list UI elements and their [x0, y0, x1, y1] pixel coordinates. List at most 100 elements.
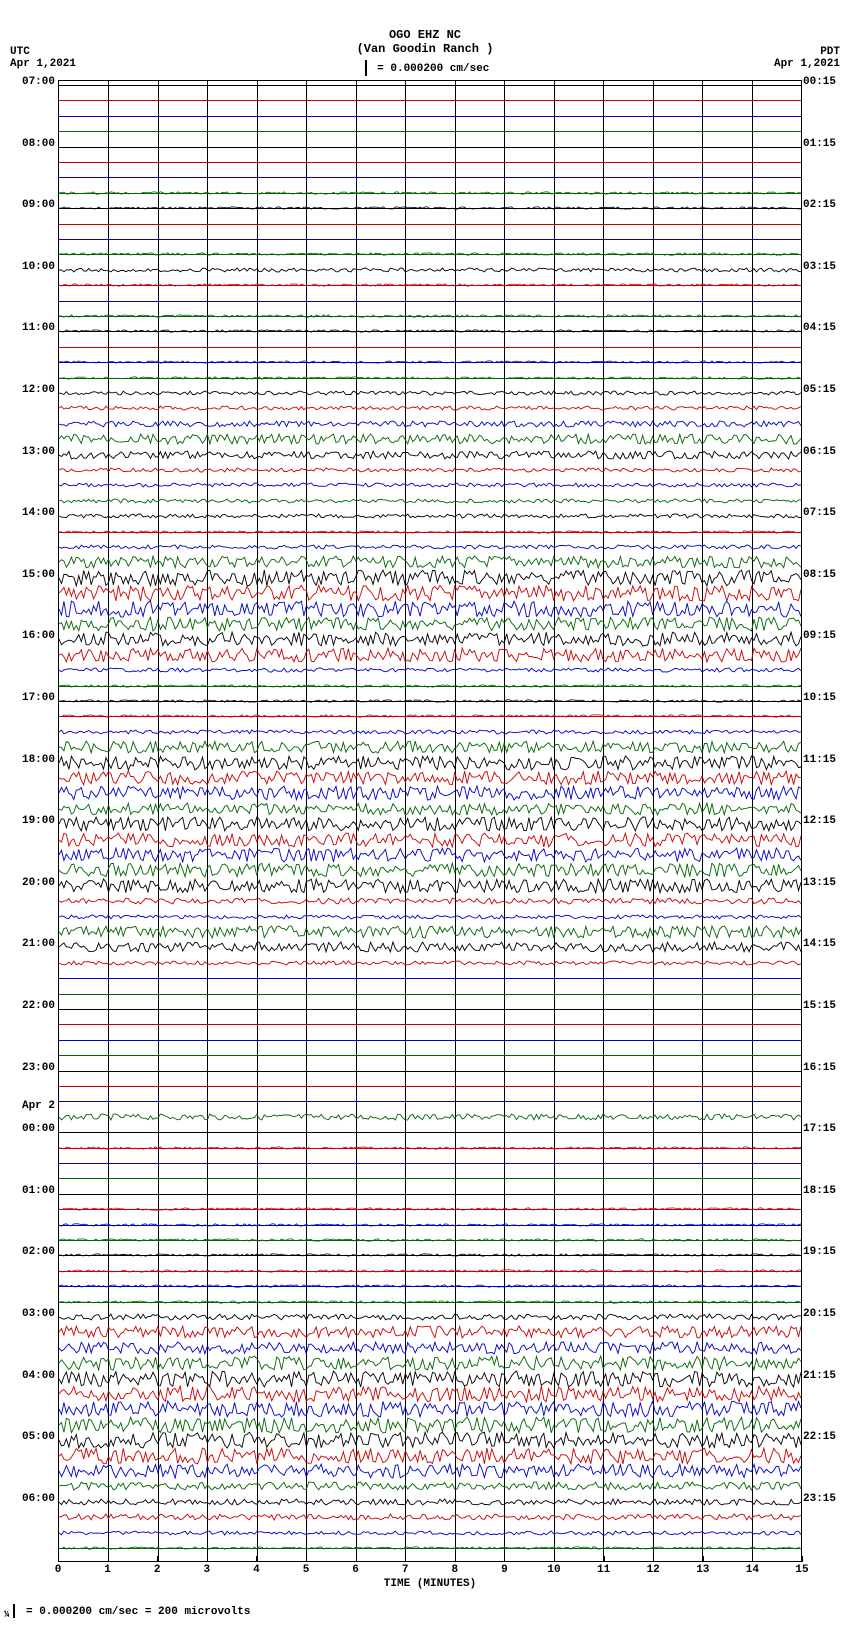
x-tick-label: 6 — [352, 1564, 359, 1576]
seismic-trace — [59, 1253, 801, 1257]
x-tick-mark — [604, 1556, 605, 1562]
seismic-trace — [59, 647, 801, 663]
seismic-trace — [59, 802, 801, 816]
footer-prefix: = 0.000200 cm/sec = — [19, 1606, 151, 1618]
x-tick-mark — [703, 1556, 704, 1562]
x-tick-label: 1 — [104, 1564, 111, 1576]
pdt-hour-label: 20:15 — [803, 1308, 836, 1320]
pdt-hour-label: 11:15 — [803, 754, 836, 766]
seismic-trace — [59, 177, 801, 178]
pdt-hour-label: 03:15 — [803, 261, 836, 273]
seismogram-plot: 07:0008:0009:0010:0011:0012:0013:0014:00… — [58, 80, 802, 1562]
chart-header: UTC Apr 1,2021 PDT Apr 1,2021 OGO EHZ NC… — [0, 0, 850, 76]
seismic-trace — [59, 1269, 801, 1273]
seismic-trace — [59, 1300, 801, 1304]
utc-hour-label: 02:00 — [22, 1246, 55, 1258]
tz-left-label: UTC — [10, 46, 76, 58]
seismic-trace — [59, 390, 801, 396]
x-tick-label: 12 — [647, 1564, 660, 1576]
pdt-hour-label: 15:15 — [803, 1000, 836, 1012]
seismic-trace — [59, 450, 801, 460]
station-name: (Van Goodin Ranch ) — [0, 42, 850, 56]
tz-right-block: PDT Apr 1,2021 — [774, 46, 840, 70]
x-tick-label: 15 — [795, 1564, 808, 1576]
utc-hour-label: 19:00 — [22, 815, 55, 827]
seismic-trace — [59, 770, 801, 786]
seismic-trace — [59, 513, 801, 519]
utc-hour-label: 22:00 — [22, 1000, 55, 1012]
seismic-trace — [59, 1086, 801, 1087]
seismic-trace — [59, 1024, 801, 1025]
pdt-hour-label: 17:15 — [803, 1123, 836, 1135]
seismic-trace — [59, 960, 801, 966]
seismic-trace — [59, 1313, 801, 1321]
seismic-trace — [59, 1055, 801, 1056]
seismic-trace — [59, 1040, 801, 1041]
pdt-hour-label: 09:15 — [803, 630, 836, 642]
utc-hour-label: 14:00 — [22, 507, 55, 519]
x-tick-mark — [356, 1556, 357, 1562]
x-tick-mark — [802, 1556, 803, 1562]
x-tick-label: 4 — [253, 1564, 260, 1576]
seismic-trace — [59, 1071, 801, 1072]
seismic-trace — [59, 1463, 801, 1479]
scale-bar-icon — [13, 1604, 15, 1618]
seismic-trace — [59, 1163, 801, 1164]
pdt-hour-label: 14:15 — [803, 938, 836, 950]
seismic-trace — [59, 667, 801, 673]
seismic-trace — [59, 816, 801, 832]
tz-left-block: UTC Apr 1,2021 — [10, 46, 76, 70]
x-axis: TIME (MINUTES) 0123456789101112131415 — [58, 1562, 802, 1596]
pdt-hour-label: 01:15 — [803, 138, 836, 150]
seismic-trace — [59, 420, 801, 428]
tz-right-label: PDT — [774, 46, 840, 58]
pdt-hour-label: 12:15 — [803, 815, 836, 827]
seismic-trace — [59, 1194, 801, 1195]
seismic-trace — [59, 1513, 801, 1521]
seismic-trace — [59, 131, 801, 132]
seismic-trace — [59, 162, 801, 163]
seismic-trace — [59, 847, 801, 863]
seismic-trace — [59, 482, 801, 488]
x-tick-label: 0 — [55, 1564, 62, 1576]
utc-hour-label: 12:00 — [22, 384, 55, 396]
utc-hour-label: 07:00 — [22, 76, 55, 88]
seismic-trace — [59, 1113, 801, 1121]
seismic-trace — [59, 1238, 801, 1242]
pdt-hour-label: 05:15 — [803, 384, 836, 396]
x-tick-mark — [554, 1556, 555, 1562]
seismic-trace — [59, 832, 801, 848]
utc-hour-label: 03:00 — [22, 1308, 55, 1320]
utc-hour-label: 20:00 — [22, 877, 55, 889]
seismic-trace — [59, 941, 801, 953]
seismic-trace — [59, 1009, 801, 1010]
seismic-trace — [59, 1101, 801, 1102]
utc-hour-label: 15:00 — [22, 569, 55, 581]
seismic-trace — [59, 544, 801, 550]
utc-hour-label: 08:00 — [22, 138, 55, 150]
pdt-hour-label: 21:15 — [803, 1370, 836, 1382]
seismic-trace — [59, 1546, 801, 1550]
seismic-trace — [59, 283, 801, 287]
x-axis-label: TIME (MINUTES) — [58, 1562, 802, 1590]
seismic-trace — [59, 714, 801, 718]
seismic-trace — [59, 555, 801, 569]
seismic-trace — [59, 1178, 801, 1179]
x-tick-mark — [653, 1556, 654, 1562]
seismic-trace — [59, 376, 801, 380]
seismic-trace — [59, 1146, 801, 1150]
utc-hour-label: 18:00 — [22, 754, 55, 766]
pdt-hour-label: 08:15 — [803, 569, 836, 581]
seismic-trace — [59, 1481, 801, 1491]
pdt-hour-label: 02:15 — [803, 199, 836, 211]
seismic-trace — [59, 1223, 801, 1227]
utc-hour-label: 04:00 — [22, 1370, 55, 1382]
seismic-trace — [59, 631, 801, 647]
seismic-trace — [59, 100, 801, 101]
seismic-trace — [59, 978, 801, 979]
x-tick-label: 14 — [746, 1564, 759, 1576]
x-tick-mark — [455, 1556, 456, 1562]
x-tick-mark — [504, 1556, 505, 1562]
seismic-trace — [59, 1498, 801, 1506]
pdt-hour-label: 04:15 — [803, 322, 836, 334]
